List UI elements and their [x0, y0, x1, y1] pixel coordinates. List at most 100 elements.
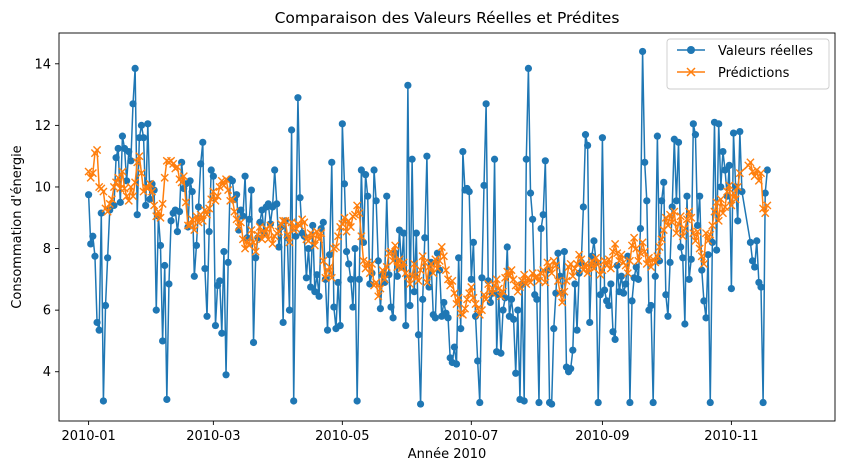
- plot-area: [59, 33, 835, 421]
- predicted-value-point: [594, 258, 603, 267]
- predicted-value-point: [260, 229, 269, 238]
- predicted-value-point: [693, 227, 702, 236]
- predicted-value-point: [460, 304, 470, 313]
- predicted-value-point: [663, 221, 673, 230]
- predicted-value-point: [266, 221, 275, 230]
- predicted-value-point: [374, 292, 383, 301]
- actual-value-point: [605, 301, 613, 310]
- predicted-value-point: [433, 264, 442, 273]
- predicted-value-point: [274, 227, 283, 236]
- actual-value-point: [304, 244, 313, 253]
- predicted-value-point: [283, 230, 292, 239]
- actual-value-point: [123, 177, 131, 185]
- predicted-value-point: [452, 299, 461, 309]
- predicted-value-point: [581, 259, 590, 269]
- actual-value-point: [241, 172, 249, 180]
- predicted-value-point: [731, 195, 740, 204]
- predicted-value-point: [446, 281, 455, 290]
- actual-value-point: [465, 187, 473, 196]
- actual-value-point: [611, 335, 619, 343]
- predicted-value-point: [517, 276, 527, 285]
- actual-value-point: [387, 303, 395, 311]
- predicted-value-point: [706, 230, 715, 239]
- actual-value-point: [336, 321, 344, 330]
- actual-value-point: [199, 138, 207, 146]
- predicted-value-point: [86, 173, 95, 182]
- predicted-value-point: [236, 218, 245, 227]
- predicted-value-point: [295, 221, 305, 230]
- actual-value-point: [613, 261, 621, 270]
- predicted-value-point: [515, 282, 525, 292]
- actual-value-point: [717, 183, 725, 191]
- predicted-value-point: [475, 310, 484, 319]
- predicted-value-point: [534, 276, 544, 285]
- actual-value-point: [159, 337, 167, 345]
- actual-value-point: [292, 232, 300, 240]
- actual-value-point: [674, 138, 683, 146]
- actual-value-point: [406, 301, 414, 310]
- actual-value-point: [696, 192, 704, 200]
- actual-value-point: [133, 211, 141, 219]
- actual-value-point: [677, 243, 685, 251]
- actual-value-point: [683, 192, 691, 200]
- predicted-value-point: [505, 272, 514, 281]
- actual-value-point: [345, 260, 353, 268]
- predicted-value-point: [88, 169, 97, 178]
- actual-value-point: [207, 166, 215, 174]
- actual-value-point: [653, 132, 661, 140]
- actual-value-point: [658, 197, 666, 205]
- y-tick-label: 10: [34, 180, 51, 195]
- actual-value-point: [383, 192, 391, 200]
- predicted-value-point: [708, 221, 717, 230]
- actual-value-point: [763, 166, 771, 174]
- predicted-value-point: [746, 158, 755, 167]
- actual-value-point: [649, 398, 657, 407]
- predicted-value-point: [346, 222, 355, 232]
- predicted-value-point: [520, 270, 529, 279]
- predicted-value-point: [687, 213, 696, 222]
- predicted-value-point: [625, 256, 634, 265]
- legend: Valeurs réelles Prédictions: [666, 38, 830, 90]
- actual-value-point: [509, 315, 518, 323]
- actual-value-point: [389, 314, 397, 322]
- predicted-value-point: [319, 256, 328, 265]
- actual-value-point: [163, 395, 171, 404]
- predicted-value-point: [697, 252, 706, 261]
- x-tick-label: 2010-01: [61, 429, 115, 444]
- actual-value-point: [526, 189, 535, 197]
- x-tick-label: 2010-05: [315, 429, 369, 444]
- predicted-value-point: [247, 225, 256, 235]
- actual-value-point: [361, 171, 370, 179]
- actual-value-point: [524, 64, 533, 73]
- predicted-value-point: [720, 202, 730, 212]
- actual-value-point: [571, 280, 579, 288]
- predicted-value-point: [484, 279, 493, 289]
- predicted-value-point: [604, 255, 613, 264]
- actual-value-point: [425, 283, 433, 291]
- actual-value-point: [467, 275, 475, 283]
- actual-value-point: [679, 254, 687, 262]
- predicted-value-point: [380, 275, 389, 284]
- actual-value-point: [607, 280, 615, 288]
- actual-value-point: [404, 81, 412, 89]
- predicted-value-point: [549, 256, 558, 265]
- plot-frame: [58, 32, 836, 422]
- predicted-value-point: [327, 273, 336, 282]
- predicted-value-point: [150, 201, 159, 210]
- actual-value-point: [440, 298, 448, 307]
- legend-swatch-actual-marker: [687, 46, 695, 54]
- actual-value-point: [569, 346, 577, 354]
- actual-value-point: [311, 288, 319, 296]
- predicted-value-point: [133, 158, 142, 167]
- predicted-value-point: [340, 213, 349, 222]
- predicted-value-point: [367, 259, 377, 269]
- predicted-value-point: [418, 252, 427, 261]
- predicted-value-point: [661, 213, 670, 222]
- predicted-value-point: [109, 182, 119, 192]
- predicted-value-point: [255, 222, 264, 232]
- actual-value-point: [285, 306, 294, 314]
- predicted-value-point: [314, 235, 324, 244]
- actual-value-point: [647, 301, 655, 310]
- actual-value-point: [698, 266, 706, 274]
- actual-value-point: [725, 161, 733, 170]
